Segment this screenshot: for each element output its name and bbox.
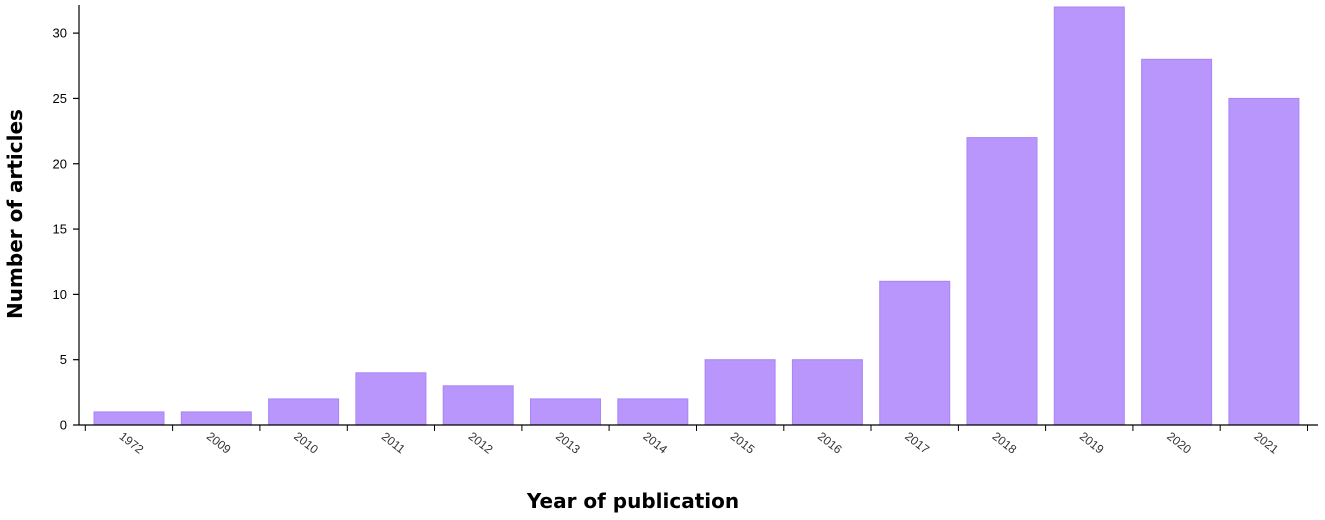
y-tick-label-15: 15 [53, 222, 67, 237]
bar-2017 [879, 280, 951, 426]
x-tick-label-2012: 2012 [466, 429, 496, 457]
bar-1972 [93, 411, 165, 426]
bar-2011 [355, 372, 427, 426]
bar-2010 [268, 398, 340, 426]
bars-layer [93, 6, 1300, 426]
bar-2019 [1053, 6, 1125, 426]
x-tick-label-2021: 2021 [1252, 429, 1282, 457]
y-tick-label-25: 25 [53, 91, 67, 106]
y-tick-label-5: 5 [60, 352, 67, 367]
x-tick-label-2016: 2016 [815, 429, 845, 457]
bar-2018 [966, 137, 1038, 426]
x-tick-label-2017: 2017 [902, 429, 932, 457]
y-tick-label-0: 0 [60, 418, 67, 433]
x-tick-label-2014: 2014 [640, 429, 670, 457]
y-tick-label-10: 10 [53, 287, 67, 302]
x-tick-label-2013: 2013 [553, 429, 583, 457]
x-tick-label-1972: 1972 [117, 429, 147, 457]
bar-2014 [617, 398, 689, 426]
bar-2016 [791, 359, 863, 426]
x-tick-label-2020: 2020 [1164, 429, 1194, 457]
x-tick-label-2010: 2010 [291, 429, 321, 457]
x-tick-label-2015: 2015 [728, 429, 758, 457]
y-tick-label-20: 20 [53, 156, 67, 171]
x-tick-label-2018: 2018 [990, 429, 1020, 457]
bar-2009 [180, 411, 252, 426]
x-axis-title: Year of publication [526, 489, 739, 513]
y-tick-label-30: 30 [53, 26, 67, 41]
x-tick-label-2011: 2011 [379, 429, 408, 456]
x-tick-label-2019: 2019 [1077, 429, 1107, 457]
y-axis: 0 5 10 15 20 25 30 [53, 5, 80, 433]
bar-2021 [1228, 97, 1300, 426]
x-tick-label-2009: 2009 [204, 429, 234, 457]
bar-2013 [530, 398, 601, 426]
y-axis-title: Number of articles [3, 109, 27, 319]
bar-2020 [1141, 58, 1213, 426]
bar-2015 [704, 359, 776, 426]
bar-2012 [442, 385, 514, 426]
x-axis: 1972 2009 2010 2011 2012 2013 2014 2015 2016 2017… [79, 424, 1318, 457]
